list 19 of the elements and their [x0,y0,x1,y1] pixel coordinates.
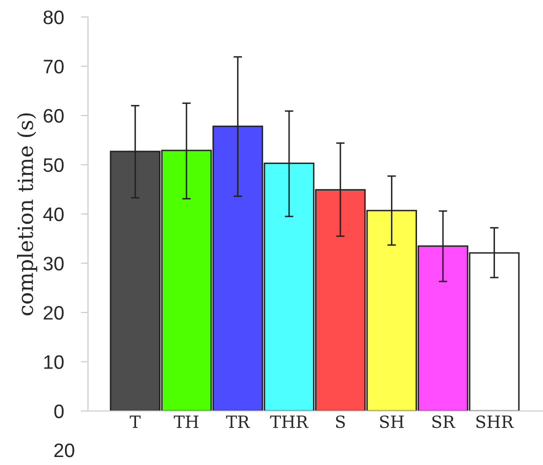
y-tick-label: 80 [44,10,64,24]
y-tick-label: 40 [43,207,64,222]
text: 20 [54,443,74,458]
x-tick-label: SH [380,415,404,428]
y-tick-label: 20 [44,306,64,320]
y-axis-title: completion time (s) [17,113,38,316]
x-tick-label: SR [432,415,456,428]
x-tick-label: TR [226,416,250,428]
y-tick-label: 50 [44,158,64,172]
y-tick-label: 30 [44,256,64,270]
y-tick-label: 10 [44,355,64,369]
x-tick-label: SHR [476,415,514,428]
x-tick-label: THR [270,416,309,428]
x-tick-label: TH [174,416,198,428]
x-tick-label: S [336,415,345,428]
y-tick-label: 0 [54,404,64,418]
x-tick-label: T [130,416,141,428]
y-tick-label: 70 [44,60,64,74]
y-tick-label: 60 [44,108,64,123]
